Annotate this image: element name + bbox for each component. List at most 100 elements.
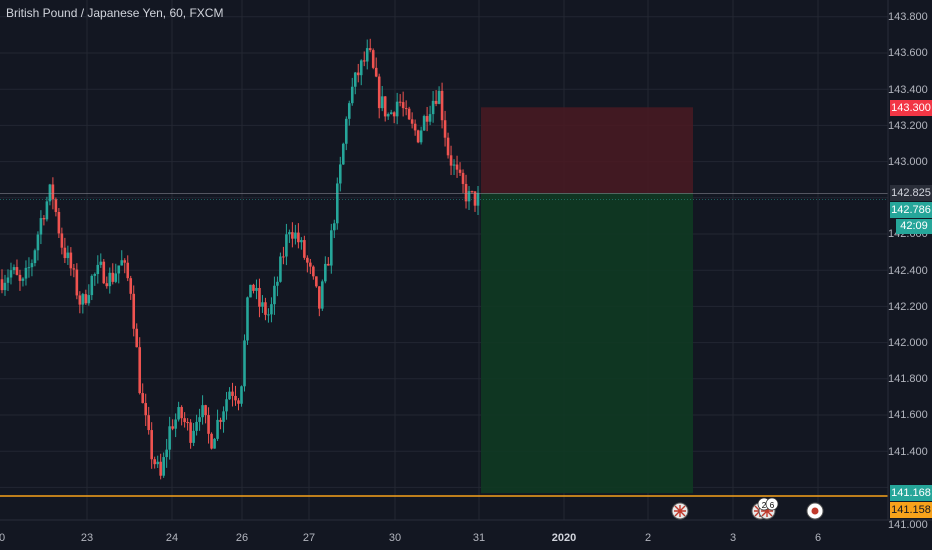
time-axis-label: 0 [0,532,6,544]
candle-body [135,328,139,348]
take-profit-zone[interactable] [481,193,693,494]
candle-body [141,393,145,404]
candle-body [222,411,225,422]
candle-body [117,265,121,274]
time-axis-label: 31 [472,532,486,544]
candle-body [422,116,426,131]
candle-body [413,123,417,131]
chart-grid [0,0,888,520]
bar-countdown-tag: 42:09 [896,219,932,234]
candle-body [198,417,201,422]
candle-body [276,281,279,286]
candle-body [267,314,270,316]
candle-body [341,143,345,165]
candle-body [362,60,366,62]
candle-body [294,232,297,239]
candle-body [36,234,40,251]
candle-body [464,183,468,202]
price-axis-label: 143.200 [888,120,928,132]
event-count-badge [765,497,779,511]
time-axis-label: 6 [814,532,822,544]
candle-body [129,278,133,294]
candle-body [111,272,115,282]
candle-body [452,164,456,166]
candle-body [419,130,423,143]
candle-body [410,119,414,124]
entry-price-tag: 142.825 [890,185,932,201]
time-axis-label: 30 [388,532,402,544]
candle-body [60,233,64,248]
candle-body [431,100,435,115]
candle-body [300,240,303,243]
candle-body [153,459,156,465]
price-axis-label: 142.000 [888,337,928,349]
candle-body [186,422,189,424]
candle-body [440,90,444,121]
candle-body [333,223,336,231]
candle-body [303,240,306,258]
candle-body [132,293,136,329]
candle-body [42,218,46,220]
candle-body [165,449,168,458]
candle-body [174,419,177,429]
target-price-tag: 141.168 [890,485,932,501]
candle-body [398,101,402,103]
candle-body [114,273,118,282]
event-count-badge-text: 6 [770,501,775,510]
candle-body [144,403,147,416]
event-markers[interactable]: 2 6 [671,497,824,520]
candle-body [356,72,360,76]
current-price-tag: 142.786 [890,202,932,218]
candle-body [213,438,216,449]
candle-body [428,114,432,122]
candle-body [48,184,52,202]
candle-body [288,232,291,235]
candle-body [297,232,300,243]
candle-body [15,267,19,275]
candle-body [243,340,246,387]
candle-body [201,405,204,418]
candle-body [54,199,58,212]
stop-loss-zone[interactable] [481,107,693,194]
candle-body [57,211,61,234]
price-axis-label: 141.000 [888,519,928,531]
candle-body [374,67,378,77]
stop-price-tag: 143.300 [890,100,932,116]
time-axis-label: 2 [644,532,652,544]
candle-body [12,267,16,271]
candle-body [455,164,459,170]
candle-body [246,297,249,341]
candle-body [84,294,88,304]
candle-body [273,285,276,305]
price-axis-label: 142.400 [888,265,928,277]
chart-symbol-title: British Pound / Japanese Yen, 60, FXCM [6,6,224,20]
candle-body [105,283,109,287]
candle-body [258,287,261,307]
candle-body [219,419,222,422]
candle-body [210,433,213,449]
candle-body [377,76,381,109]
candle-body [81,294,85,305]
candle-body [225,399,228,412]
candle-body [237,400,240,404]
candle-body [168,426,171,450]
candle-body [3,282,7,291]
candle-body [416,130,420,143]
candle-body [150,430,153,460]
candle-body [9,270,13,278]
candle-body [63,247,67,259]
candle-body [138,347,142,394]
candle-body [449,155,453,166]
candle-body [467,191,471,202]
candle-body [401,102,405,109]
price-axis-label: 141.400 [888,446,928,458]
candle-body [126,262,130,279]
time-axis-label: 23 [80,532,94,544]
candle-body [371,50,375,68]
candle-body [96,264,100,274]
candle-body [353,72,357,87]
candle-body [171,426,174,429]
candle-body [45,201,49,220]
candle-body [93,273,97,276]
